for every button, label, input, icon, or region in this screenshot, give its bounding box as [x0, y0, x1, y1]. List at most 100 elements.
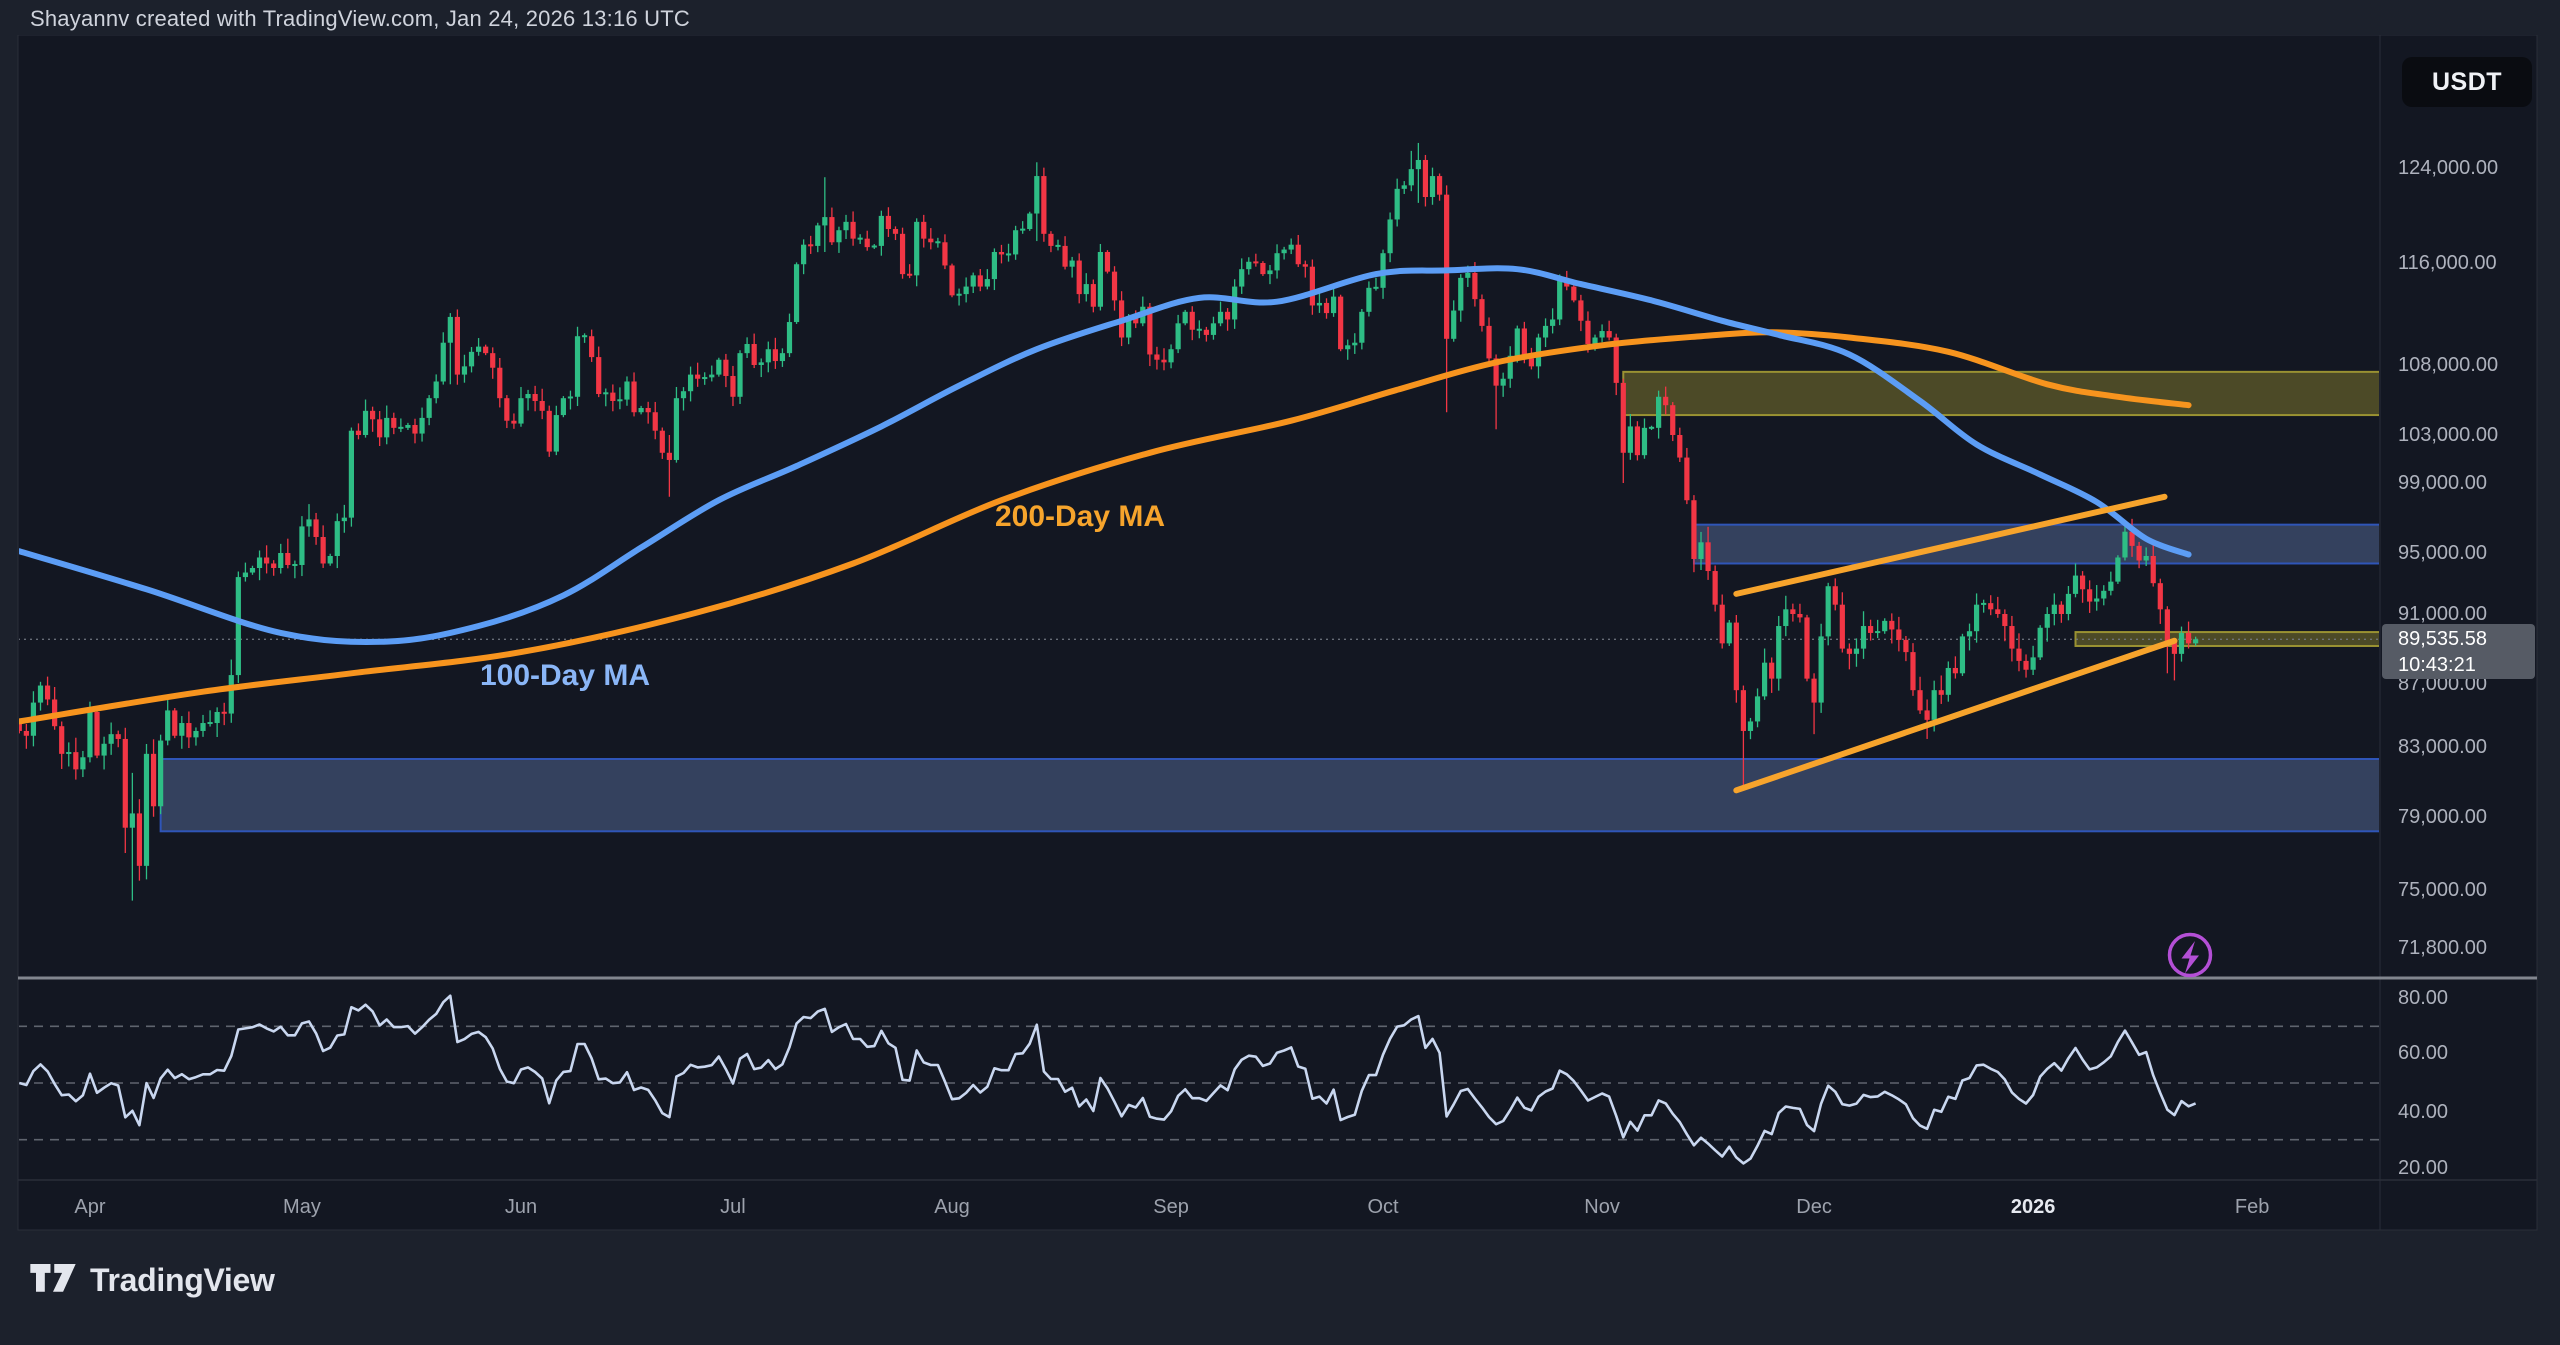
candle: [1253, 253, 1259, 267]
support-resistance-zones: [159, 370, 2380, 833]
candle: [1097, 243, 1103, 311]
candle: [942, 234, 948, 270]
wedge-lower-trendline[interactable]: [1733, 637, 2178, 794]
resistance-zone-94-96k[interactable]: [1692, 523, 2380, 565]
rsi-axis-label: 40.00: [2398, 1101, 2449, 1123]
candle: [850, 211, 856, 246]
candle: [1776, 615, 1782, 691]
candle: [207, 710, 213, 727]
candle: [1875, 619, 1881, 639]
candle: [539, 388, 545, 420]
candle: [949, 263, 955, 298]
candle: [2094, 585, 2100, 611]
candle: [1281, 246, 1287, 260]
candle: [2122, 522, 2128, 561]
candle: [1811, 673, 1817, 735]
candle: [843, 214, 849, 240]
candle: [264, 545, 270, 574]
candle: [66, 742, 72, 767]
candle: [1578, 294, 1584, 332]
candle: [2143, 547, 2149, 567]
candle: [885, 207, 892, 237]
candle: [793, 262, 800, 324]
candle: [355, 423, 362, 440]
wedge-upper-trendline[interactable]: [1733, 493, 2168, 597]
main-pane[interactable]: [17, 142, 2380, 901]
candle: [1853, 638, 1860, 667]
candle: [1557, 274, 1563, 326]
candle: [603, 388, 609, 407]
candle: [1168, 344, 1174, 369]
candle: [1634, 421, 1641, 461]
lightning-button[interactable]: [2167, 932, 2213, 978]
candle: [165, 700, 171, 746]
candle: [1451, 300, 1457, 342]
candle: [815, 222, 821, 253]
candle: [659, 427, 665, 459]
candle: [186, 711, 192, 749]
candle: [108, 722, 114, 755]
candle: [2171, 638, 2178, 681]
candle: [2185, 621, 2192, 649]
candle: [956, 288, 962, 306]
resistance-zone-104-107k[interactable]: [1622, 370, 2380, 417]
candle: [447, 313, 453, 385]
candle: [1684, 447, 1690, 505]
candle: [1345, 339, 1351, 360]
candle: [1316, 291, 1323, 313]
candle: [228, 659, 234, 723]
candle: [758, 358, 764, 378]
candle: [200, 714, 206, 737]
price-axis-label: 108,000.00: [2398, 354, 2499, 376]
candle: [419, 407, 425, 442]
candle: [822, 177, 828, 252]
candle: [2178, 626, 2185, 662]
candle: [1203, 326, 1209, 342]
candle: [1338, 294, 1344, 352]
support-zone-78-82k[interactable]: [159, 758, 2380, 833]
candle: [1860, 611, 1867, 659]
candle: [2044, 607, 2050, 642]
candle: [299, 516, 305, 577]
time-axis-label: Dec: [1796, 1196, 1832, 1218]
candle: [1783, 595, 1789, 637]
candle: [2037, 625, 2043, 661]
candle: [433, 374, 439, 404]
candle: [1981, 599, 1987, 613]
price-axis-label: 99,000.00: [2398, 472, 2487, 494]
candle: [567, 390, 574, 410]
rsi-pane[interactable]: [18, 994, 2380, 1165]
price-axis-label: 116,000.00: [2398, 252, 2497, 274]
candle: [1818, 623, 1824, 713]
candle: [2058, 601, 2064, 623]
candle: [2115, 555, 2121, 584]
candle: [511, 413, 517, 429]
candle: [1422, 154, 1429, 207]
tradingview-logo[interactable]: TradingView: [30, 1262, 275, 1299]
candle: [37, 681, 44, 711]
candle: [532, 385, 538, 412]
candle: [1995, 596, 2001, 618]
candle: [1917, 676, 1923, 714]
candle: [172, 708, 178, 739]
candle: [1641, 418, 1648, 459]
candle: [878, 210, 884, 256]
candle: [2157, 578, 2163, 624]
rsi-line: [19, 994, 2197, 1165]
candle: [1867, 619, 1874, 641]
candle: [1754, 688, 1761, 728]
candle: [652, 401, 658, 440]
time-axis-label: Jun: [504, 1196, 538, 1218]
candle: [1090, 279, 1096, 313]
rsi-axis-label: 20.00: [2398, 1157, 2449, 1179]
candle: [560, 396, 566, 418]
candle: [2009, 615, 2015, 662]
candle: [1663, 386, 1669, 415]
candle: [136, 799, 143, 881]
candle: [1005, 243, 1012, 262]
candle: [907, 264, 913, 279]
candle: [737, 350, 743, 404]
candle: [1620, 378, 1626, 483]
